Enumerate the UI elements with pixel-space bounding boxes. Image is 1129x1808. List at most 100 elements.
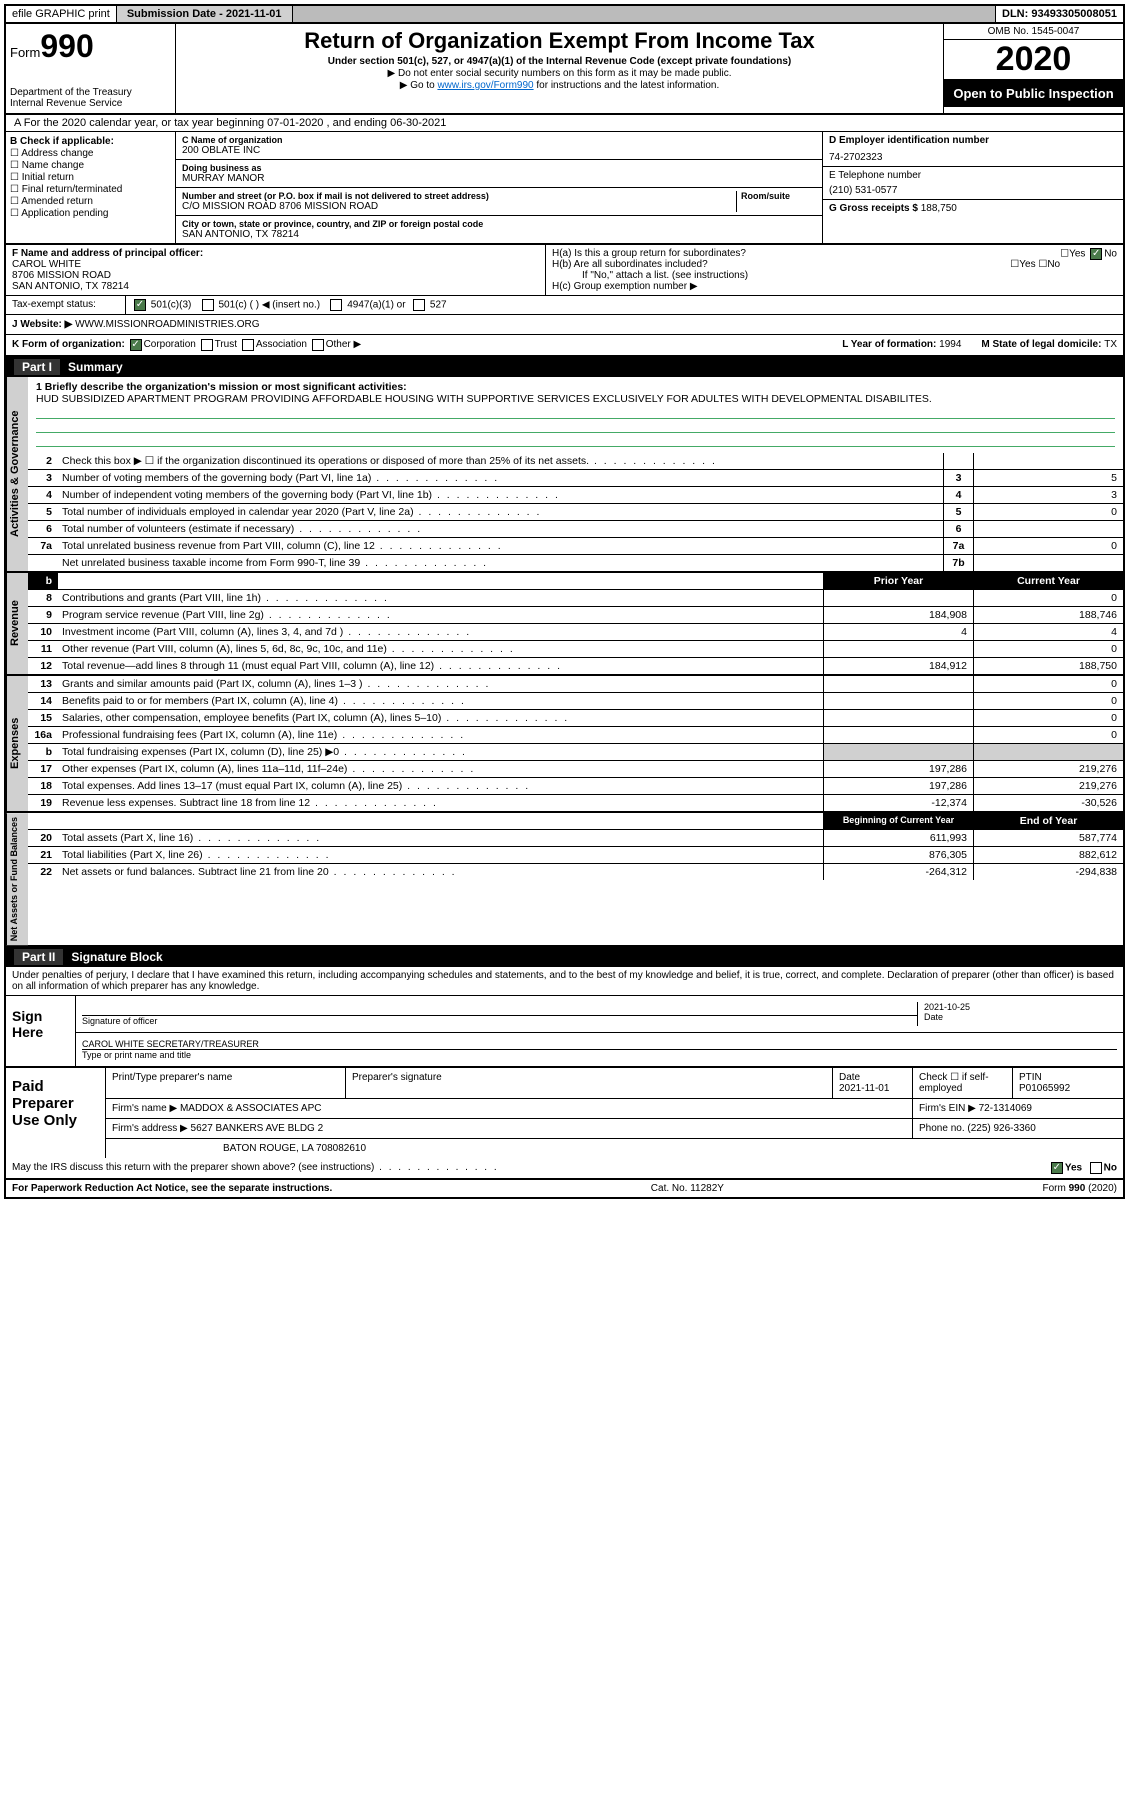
money-line: 12 Total revenue—add lines 8 through 11 … <box>28 658 1123 674</box>
chk-527[interactable] <box>413 299 425 311</box>
tax-status-row: Tax-exempt status: 501(c)(3) 501(c) ( ) … <box>6 296 1123 315</box>
mission-block: 1 Briefly describe the organization's mi… <box>28 377 1123 453</box>
line-num: 14 <box>28 693 58 709</box>
line-num: 20 <box>28 830 58 846</box>
cat-no: Cat. No. 11282Y <box>651 1183 724 1194</box>
discuss-row: May the IRS discuss this return with the… <box>6 1158 1123 1179</box>
sig-officer-label: Signature of officer <box>82 1016 917 1026</box>
line-num: 7a <box>28 538 58 554</box>
net-hdr-row: Beginning of Current Year End of Year <box>28 813 1123 830</box>
line-text: Program service revenue (Part VIII, line… <box>58 607 823 623</box>
chk-pending[interactable]: Application pending <box>10 208 171 219</box>
chk-address-change[interactable]: Address change <box>10 148 171 159</box>
money-line: b Total fundraising expenses (Part IX, c… <box>28 744 1123 761</box>
line-text: Total liabilities (Part X, line 26) <box>58 847 823 863</box>
line-text: Other expenses (Part IX, column (A), lin… <box>58 761 823 777</box>
page-footer: For Paperwork Reduction Act Notice, see … <box>6 1179 1123 1197</box>
current-val: 219,276 <box>973 761 1123 777</box>
gross-receipts-label: G Gross receipts $ <box>829 203 921 214</box>
chk-501c3[interactable] <box>134 299 146 311</box>
efile-topbar: efile GRAPHIC print Submission Date - 20… <box>6 6 1123 24</box>
paid-preparer-label: Paid Preparer Use Only <box>6 1068 106 1158</box>
ha-no-checkbox[interactable] <box>1090 248 1102 260</box>
perjury-declaration: Under penalties of perjury, I declare th… <box>6 967 1123 995</box>
current-val <box>973 744 1123 760</box>
discuss-no[interactable] <box>1090 1162 1102 1174</box>
chk-4947[interactable] <box>330 299 342 311</box>
org-name-label: C Name of organization <box>182 135 816 145</box>
chk-trust[interactable] <box>201 339 213 351</box>
current-val: 0 <box>973 676 1123 692</box>
prior-val: 611,993 <box>823 830 973 846</box>
prior-val <box>823 727 973 743</box>
line-num: 19 <box>28 795 58 811</box>
form-word: Form <box>10 45 40 60</box>
sig-date-value: 2021-10-25 <box>924 1002 1117 1012</box>
chk-501c[interactable] <box>202 299 214 311</box>
net-assets-block: Net Assets or Fund Balances Beginning of… <box>6 813 1123 947</box>
gross-receipts-value: 188,750 <box>921 203 957 214</box>
chk-other[interactable] <box>312 339 324 351</box>
discuss-text: May the IRS discuss this return with the… <box>12 1162 499 1174</box>
submission-date-btn[interactable]: Submission Date - 2021-11-01 <box>117 6 293 22</box>
box-b: B Check if applicable: Address change Na… <box>6 132 176 243</box>
line-text: Total assets (Part X, line 16) <box>58 830 823 846</box>
gov-line: 4 Number of independent voting members o… <box>28 487 1123 504</box>
chk-assoc[interactable] <box>242 339 254 351</box>
line-num: 8 <box>28 590 58 606</box>
prep-name-hdr: Print/Type preparer's name <box>106 1068 346 1098</box>
box-h: H(a) Is this a group return for subordin… <box>546 245 1123 295</box>
line-val: 3 <box>973 487 1123 503</box>
website-row: J Website: ▶ WWW.MISSIONROADMINISTRIES.O… <box>6 315 1123 335</box>
website-value: WWW.MISSIONROADMINISTRIES.ORG <box>75 319 259 330</box>
current-val: 188,746 <box>973 607 1123 623</box>
prep-date: 2021-11-01 <box>839 1083 889 1094</box>
dba-name: MURRAY MANOR <box>182 173 816 184</box>
prior-val <box>823 693 973 709</box>
line-text: Net assets or fund balances. Subtract li… <box>58 864 823 880</box>
money-line: 19 Revenue less expenses. Subtract line … <box>28 795 1123 811</box>
vtab-revenue: Revenue <box>6 573 28 674</box>
topbar-spacer <box>293 6 997 22</box>
sig-date-label: Date <box>924 1012 1117 1022</box>
k-label: K Form of organization: <box>12 339 125 351</box>
line-num: 6 <box>28 521 58 537</box>
prior-val <box>823 641 973 657</box>
vtab-net: Net Assets or Fund Balances <box>6 813 28 945</box>
current-year-hdr: Current Year <box>973 573 1123 589</box>
current-val: 587,774 <box>973 830 1123 846</box>
ptin-value: P01065992 <box>1019 1083 1070 1094</box>
chk-final-return[interactable]: Final return/terminated <box>10 184 171 195</box>
gov-line: Net unrelated business taxable income fr… <box>28 555 1123 571</box>
public-inspection: Open to Public Inspection <box>944 80 1123 107</box>
chk-initial-return[interactable]: Initial return <box>10 172 171 183</box>
gov-line: 5 Total number of individuals employed i… <box>28 504 1123 521</box>
prior-val: 184,912 <box>823 658 973 674</box>
money-line: 20 Total assets (Part X, line 16) 611,99… <box>28 830 1123 847</box>
sig-name-value: CAROL WHITE SECRETARY/TREASURER <box>82 1039 1117 1050</box>
line-text: Benefits paid to or for members (Part IX… <box>58 693 823 709</box>
ein-value: 74-2702323 <box>829 152 1117 163</box>
form-subtitle-1: Under section 501(c), 527, or 4947(a)(1)… <box>184 56 935 67</box>
entity-block: B Check if applicable: Address change Na… <box>6 132 1123 245</box>
gov-line: 2 Check this box ▶ ☐ if the organization… <box>28 453 1123 470</box>
current-val: 4 <box>973 624 1123 640</box>
line-val: 5 <box>973 470 1123 486</box>
prep-selfemp[interactable]: Check ☐ if self-employed <box>913 1068 1013 1098</box>
irs-link[interactable]: www.irs.gov/Form990 <box>437 80 533 91</box>
line-val: 0 <box>973 538 1123 554</box>
chk-name-change[interactable]: Name change <box>10 160 171 171</box>
line-num: 5 <box>28 504 58 520</box>
line-text: Contributions and grants (Part VIII, lin… <box>58 590 823 606</box>
box-c: C Name of organization 200 OBLATE INC Do… <box>176 132 823 243</box>
efile-label: efile GRAPHIC print <box>6 6 117 22</box>
chk-amended[interactable]: Amended return <box>10 196 171 207</box>
website-label: J Website: ▶ <box>12 319 72 330</box>
phone-label: E Telephone number <box>829 170 1117 181</box>
chk-corp[interactable] <box>130 339 142 351</box>
discuss-yes[interactable] <box>1051 1162 1063 1174</box>
line-num: 18 <box>28 778 58 794</box>
room-label: Room/suite <box>736 191 816 212</box>
prior-val: 184,908 <box>823 607 973 623</box>
dln-label: DLN: 93493305008051 <box>996 6 1123 22</box>
